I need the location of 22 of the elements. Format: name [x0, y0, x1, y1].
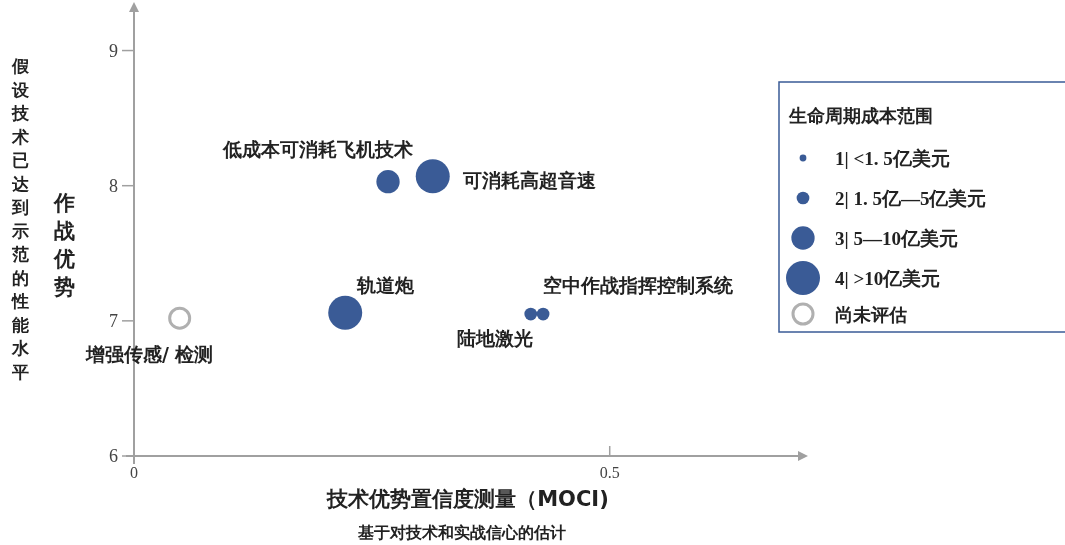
text: 基于对技术和实战信心的估计	[357, 523, 566, 542]
annotation: 轨道炮	[355, 273, 415, 296]
y-tick-label: 8	[109, 175, 118, 196]
annotation: 增强传感/ 检测	[84, 343, 214, 366]
x-tick-label: 0	[130, 464, 138, 481]
y-axis-title: 作战优势	[52, 191, 75, 299]
legend-label: 1| <1. 5亿美元	[835, 148, 950, 169]
annotation: 空中作战指挥控制系统	[543, 274, 735, 297]
text: 假设技术已达到示范的性能水平	[11, 56, 29, 382]
annotation: 可消耗高超音速	[461, 169, 596, 192]
y-tick-label: 7	[109, 310, 118, 331]
legend-label: 3| 5—10亿美元	[835, 228, 958, 249]
annotation: 低成本可消耗飞机技术	[222, 137, 414, 160]
legend-title: 生命周期成本范围	[788, 105, 933, 126]
y-tick-label: 6	[109, 446, 118, 466]
legend-label: 尚未评估	[835, 304, 907, 325]
y-tick-label: 9	[109, 40, 118, 61]
legend-label: 2| 1. 5亿—5亿美元	[835, 188, 987, 209]
x-tick-label: 0.5	[599, 464, 620, 481]
x-axis-title: 技术优势置信度测量（MOCI)	[326, 487, 609, 511]
annotation: 陆地激光	[456, 327, 533, 350]
legend-label: 4| >10亿美元	[835, 268, 941, 289]
